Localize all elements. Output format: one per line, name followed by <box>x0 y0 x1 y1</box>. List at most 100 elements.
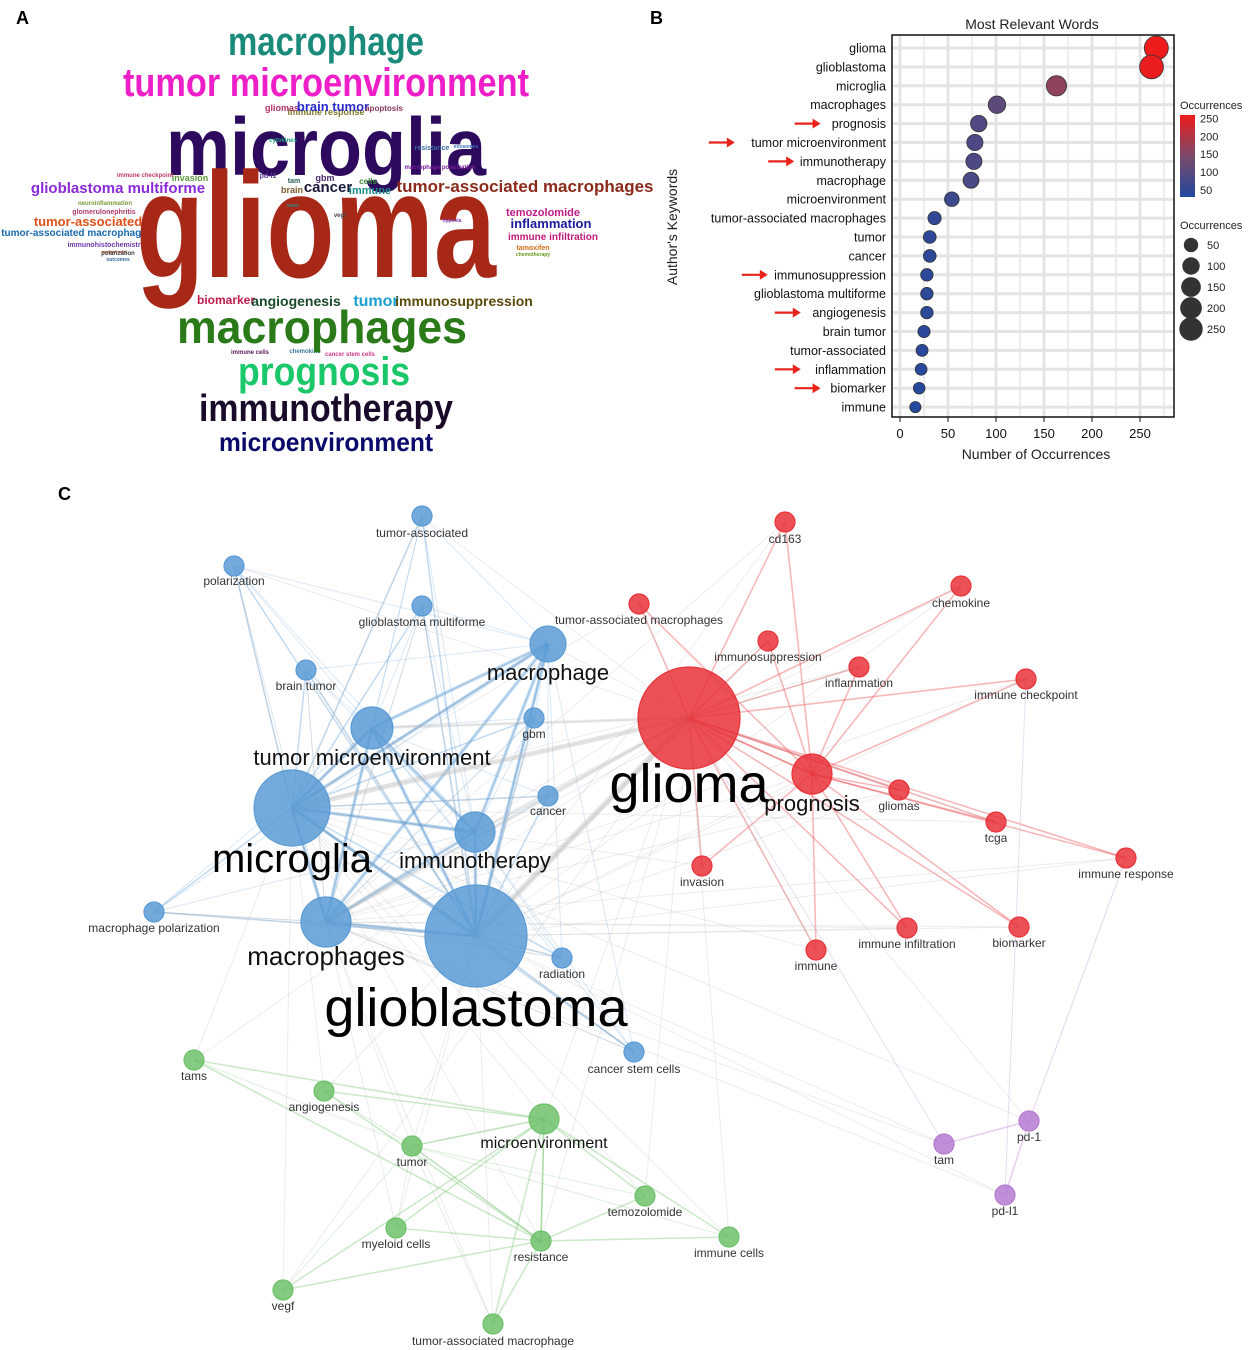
node-label-microenvironment: microenvironment <box>480 1135 608 1152</box>
node-microglia <box>253 769 331 847</box>
network-edge <box>701 773 813 867</box>
node-immunotherapy <box>454 811 496 853</box>
network-edge <box>421 515 690 719</box>
node-immunosuppression <box>757 630 779 652</box>
word-temozolomide: temozolomide <box>506 207 580 219</box>
category-label-brain-tumor: brain tumor <box>823 325 886 339</box>
network-edge <box>421 605 477 937</box>
network-edge <box>811 773 908 929</box>
word-tumor: tumor <box>353 293 398 310</box>
x-tick-label: 50 <box>941 426 955 441</box>
network-edge <box>325 921 397 1229</box>
node-cancer-stem-cells <box>623 1041 645 1063</box>
panel-label-b: B <box>650 8 663 28</box>
category-label-tumor: tumor <box>854 231 886 245</box>
network-edge <box>395 1227 542 1242</box>
node-label-tumor: tumor <box>397 1155 428 1169</box>
node-vegf <box>272 1279 294 1301</box>
network-edge <box>475 926 1020 937</box>
dot-tumor <box>922 230 937 244</box>
node-label-radiation: radiation <box>539 967 585 981</box>
network-edge <box>233 565 549 645</box>
network-edge <box>421 515 476 833</box>
node-label-tcga: tcga <box>985 831 1008 845</box>
node-invasion <box>691 855 713 877</box>
network-edge <box>475 927 908 937</box>
color-legend-tick: 150 <box>1200 149 1218 161</box>
network-edge <box>325 727 373 923</box>
word-immunosuppression: immunosuppression <box>395 293 533 309</box>
node-label-myeloid-cells: myeloid cells <box>362 1237 431 1251</box>
network-edge <box>291 807 703 867</box>
network-edge <box>325 717 535 923</box>
word-tams: tams <box>287 203 299 209</box>
network-edge <box>291 643 549 809</box>
network-edge <box>411 1145 542 1242</box>
category-label-tumor-microenvironment: tumor microenvironment <box>751 136 886 150</box>
size-legend-dot <box>1180 297 1202 319</box>
node-label-gliomas: gliomas <box>878 799 919 813</box>
network-edge <box>1004 1120 1030 1196</box>
node-label-immunosuppression: immunosuppression <box>714 650 821 664</box>
node-cancer <box>537 785 559 807</box>
network-edge <box>153 911 327 923</box>
word-inflammation: inflammation <box>511 216 592 231</box>
word-apoptosis: apoptosis <box>365 104 403 113</box>
node-tumor-associated <box>411 505 433 527</box>
category-label-macrophages: macrophages <box>810 98 886 112</box>
network-edge <box>543 1118 646 1197</box>
network-edge <box>411 1118 545 1147</box>
network-edge <box>811 773 1127 859</box>
network-edge <box>411 1145 730 1238</box>
node-biomarker <box>1008 916 1030 938</box>
node-label-tumor-microenvironment: tumor microenvironment <box>253 745 490 770</box>
panel-label-c: C <box>58 484 71 504</box>
dot-brain-tumor <box>917 324 931 339</box>
node-label-tam: tam <box>934 1153 954 1167</box>
network-edge <box>688 678 1027 719</box>
word-cells: cells <box>359 177 377 186</box>
word-immune-checkpoint: immune checkpoint <box>117 173 173 179</box>
chart-title: Most Relevant Words <box>965 16 1099 32</box>
plot-frame <box>891 34 1175 418</box>
network-edge <box>291 715 690 811</box>
word-immune-infiltration: immune infiltration <box>508 232 598 243</box>
node-immune <box>805 939 827 961</box>
network-edge <box>233 565 293 809</box>
network-edge <box>1028 857 1127 1122</box>
word-microglia: microglia <box>166 102 487 193</box>
node-label-resistance: resistance <box>514 1250 569 1264</box>
category-label-tumor-associated: tumor-associated <box>790 344 886 358</box>
node-label-immunotherapy: immunotherapy <box>399 848 551 873</box>
node-tumor-microenvironment <box>350 706 394 750</box>
highlight-arrow-head <box>726 137 735 148</box>
word-brain: brain <box>281 185 303 195</box>
network-edge <box>395 1118 545 1229</box>
dot-immunotherapy <box>965 152 983 170</box>
network-edge <box>291 603 640 809</box>
network-edge <box>193 1059 542 1242</box>
node-immune-infiltration <box>896 917 918 939</box>
category-label-prognosis: prognosis <box>832 117 886 131</box>
network-edge <box>475 678 1027 937</box>
network-edge <box>475 773 813 937</box>
word-neuroinflammation: neuroinflammation <box>78 201 132 207</box>
network-edge <box>371 515 423 729</box>
network-edge <box>325 521 786 923</box>
highlight-arrow-head <box>792 307 801 318</box>
node-label-immune-infiltration: immune infiltration <box>858 937 955 951</box>
word-biomarker: biomarker <box>197 293 255 307</box>
dot-glioblastoma-multiforme <box>920 287 934 301</box>
x-tick-label: 100 <box>985 426 1007 441</box>
network-edge <box>291 795 549 809</box>
network-edge <box>291 605 423 809</box>
network-edge <box>233 565 477 937</box>
network-edge <box>325 585 962 923</box>
word-glioblastoma-multiforme: glioblastoma multiforme <box>31 180 205 197</box>
node-polarization <box>223 555 245 577</box>
network-edge <box>475 935 1006 1196</box>
x-axis-label: Number of Occurrences <box>962 446 1111 462</box>
network-edge <box>291 807 1030 1122</box>
category-label-tumor-associated-macrophages: tumor-associated macrophages <box>711 212 886 226</box>
network-edge <box>421 515 477 937</box>
